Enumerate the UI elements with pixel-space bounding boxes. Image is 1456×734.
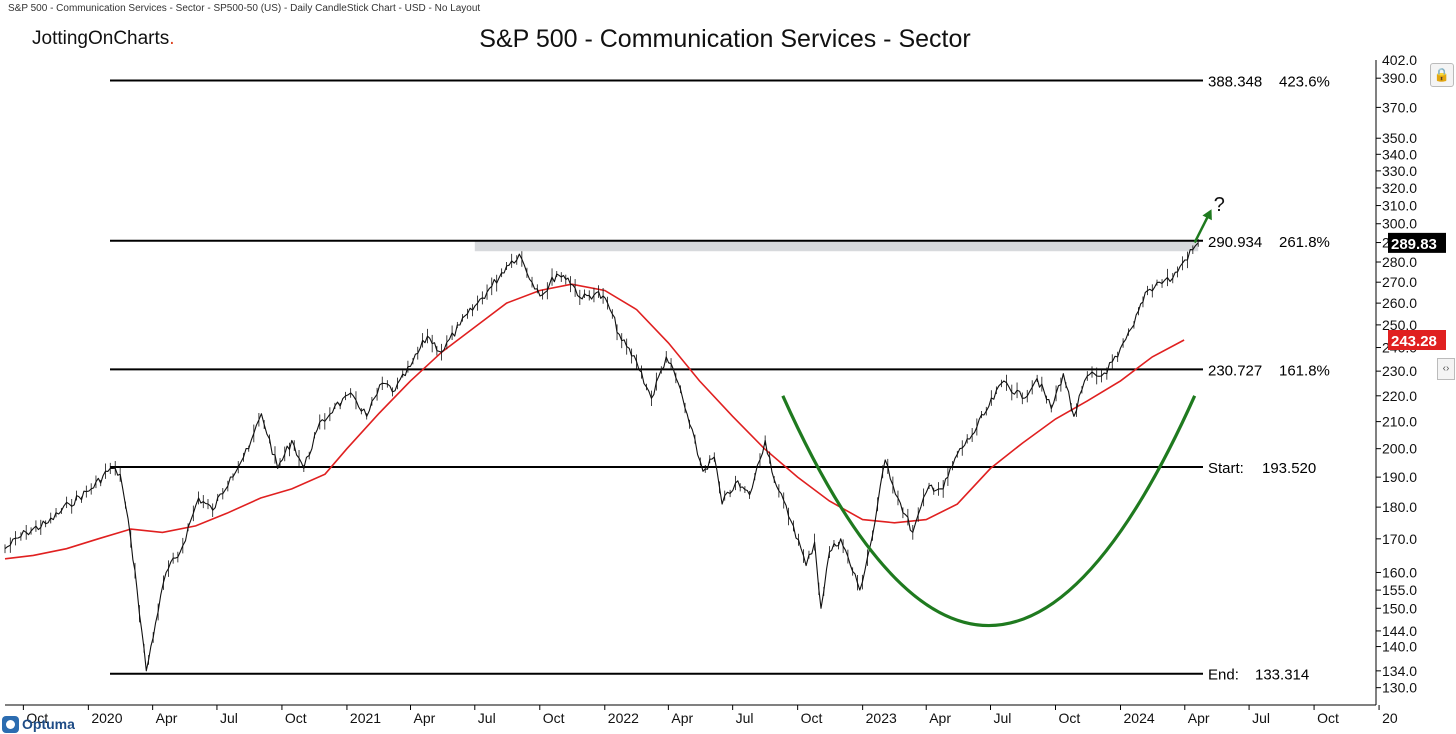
y-tick-label: 250.0 <box>1382 317 1417 333</box>
axis-scroll-handle[interactable]: ‹› <box>1437 358 1455 380</box>
y-tick-label-partial: 402.0 <box>1382 52 1417 68</box>
y-tick-label: 260.0 <box>1382 295 1417 311</box>
brand-watermark: JottingOnCharts. <box>32 28 175 50</box>
y-tick-label: 170.0 <box>1382 531 1417 547</box>
x-tick-label: 20 <box>1382 710 1398 726</box>
moving-average <box>4 283 1185 560</box>
x-tick-label: 2023 <box>866 710 897 726</box>
x-tick-label: Oct <box>26 710 48 726</box>
y-tick-label: 280.0 <box>1382 254 1417 270</box>
chart-description: S&P 500 - Communication Services - Secto… <box>8 3 481 14</box>
x-tick-label: 2022 <box>608 710 639 726</box>
x-tick-label: Jul <box>994 710 1012 726</box>
level-ratio-level-261: 261.8% <box>1279 234 1330 251</box>
x-tick-label: Apr <box>414 710 436 726</box>
vendor-logo: Optuma <box>2 714 75 734</box>
lock-icon[interactable]: 🔒 <box>1430 63 1454 87</box>
x-tick-label: Apr <box>929 710 951 726</box>
y-tick-label: 210.0 <box>1382 414 1417 430</box>
cup-pattern-arc <box>781 395 1197 627</box>
x-tick-label: Oct <box>1317 710 1339 726</box>
level-ratio-level-423: 423.6% <box>1279 74 1330 91</box>
price-line <box>4 242 1199 672</box>
brand-dot: . <box>169 28 175 49</box>
y-tick-label: 310.0 <box>1382 198 1417 214</box>
x-tick-label: Jul <box>1252 710 1270 726</box>
level-price-level-161: 230.727 <box>1208 362 1262 379</box>
resistance-zone-band <box>474 240 1199 252</box>
fibonacci-levels: 388.348 423.6% 290.934 261.8% 230.727 161.8% S… <box>110 74 1330 684</box>
x-tick-label: Apr <box>671 710 693 726</box>
x-tick-label: 2020 <box>91 710 122 726</box>
x-tick-label: Apr <box>1188 710 1210 726</box>
moving-average-line <box>4 283 1185 560</box>
x-tick-label: Jul <box>478 710 496 726</box>
level-price-level-261: 290.934 <box>1208 234 1262 251</box>
y-tick-label: 155.0 <box>1382 582 1417 598</box>
last-price-tag-label: 289.83 <box>1391 236 1437 253</box>
x-tick-label: Oct <box>285 710 307 726</box>
optuma-logo-icon <box>2 715 19 733</box>
y-tick-label: 220.0 <box>1382 388 1417 404</box>
y-tick-label: 340.0 <box>1382 146 1417 162</box>
y-tick-label: 270.0 <box>1382 274 1417 290</box>
vendor-name: Optuma <box>22 716 75 732</box>
y-tick-label: 230.0 <box>1382 363 1417 379</box>
price-series <box>4 238 1199 672</box>
y-tick-label: 300.0 <box>1382 216 1417 232</box>
y-tick-label: 130.0 <box>1382 680 1417 696</box>
level-price-level-423: 388.348 <box>1208 74 1262 91</box>
question-mark: ? <box>1214 194 1225 216</box>
level-tag-level-end: End: <box>1208 667 1239 684</box>
y-tick-label: 200.0 <box>1382 441 1417 457</box>
x-tick-label: Apr <box>156 710 178 726</box>
y-tick-label: 350.0 <box>1382 130 1417 146</box>
x-tick-label: Jul <box>736 710 754 726</box>
y-tick-label: 370.0 <box>1382 99 1417 115</box>
y-tick-label: 390.0 <box>1382 70 1417 86</box>
x-tick-label: Jul <box>220 710 238 726</box>
y-tick-label: 144.0 <box>1382 623 1417 639</box>
level-tag-level-start: Start: <box>1208 460 1244 477</box>
y-tick-label: 150.0 <box>1382 600 1417 616</box>
brand-name: JottingOnCharts <box>32 28 170 49</box>
breakout-arrow-head-icon <box>1202 209 1212 221</box>
chart-title: S&P 500 - Communication Services - Secto… <box>479 25 971 53</box>
level-price-level-end: 133.314 <box>1255 667 1309 684</box>
last-price-tag-box <box>1388 232 1446 253</box>
annotations: ? <box>781 194 1225 627</box>
moving-average-tag-box <box>1388 330 1446 351</box>
x-tick-label: Oct <box>801 710 823 726</box>
level-price-level-start: 193.520 <box>1262 460 1316 477</box>
y-tick-label: 190.0 <box>1382 469 1417 485</box>
y-tick-label: 320.0 <box>1382 180 1417 196</box>
y-tick-label: 330.0 <box>1382 163 1417 179</box>
x-tick-label: 2021 <box>350 710 381 726</box>
x-tick-label: Oct <box>1059 710 1081 726</box>
y-tick-label: 134.0 <box>1382 663 1417 679</box>
y-tick-label: 180.0 <box>1382 499 1417 515</box>
resistance-zone <box>474 240 1199 252</box>
x-tick-label: Oct <box>543 710 565 726</box>
level-ratio-level-161: 161.8% <box>1279 362 1330 379</box>
y-tick-label: 160.0 <box>1382 564 1417 580</box>
y-tick-label: 140.0 <box>1382 639 1417 655</box>
breakout-arrow-shaft <box>1193 214 1210 244</box>
moving-average-tag-label: 243.28 <box>1391 333 1437 350</box>
x-tick-label: 2024 <box>1124 710 1155 726</box>
